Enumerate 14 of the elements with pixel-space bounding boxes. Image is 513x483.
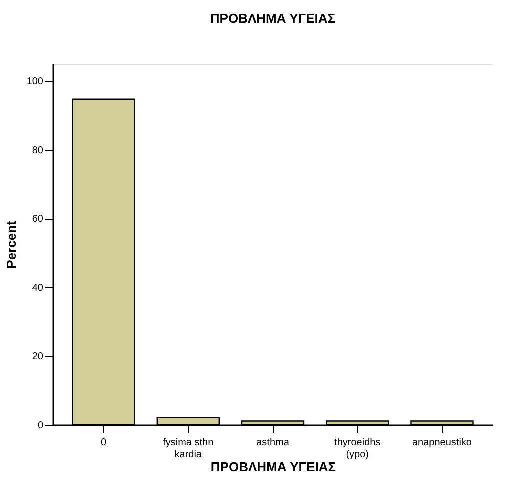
y-tick-label: 20	[32, 352, 44, 363]
x-tick-label: fysima sthn kardia	[163, 438, 214, 460]
x-axis-title: ΠΡΟΒΛΗΜΑ ΥΓΕΙΑΣ	[210, 460, 336, 474]
x-tick-label: thyroeidhs (ypo)	[334, 438, 381, 460]
x-tick-label: anapneustiko	[412, 438, 472, 448]
y-tick-label: 40	[32, 282, 44, 294]
y-axis-title: Percent	[4, 220, 19, 269]
y-tick-label: 100	[26, 76, 44, 88]
x-tick-label: asthma	[256, 438, 290, 448]
chart-title: ΠΡΟΒΛΗΜΑ ΥΓΕΙΑΣ	[210, 11, 336, 26]
y-tick-label: 0	[38, 420, 44, 432]
y-tick-label: 60	[32, 214, 44, 226]
x-tick-label: 0	[100, 438, 107, 448]
y-tick-label: 80	[32, 145, 44, 156]
